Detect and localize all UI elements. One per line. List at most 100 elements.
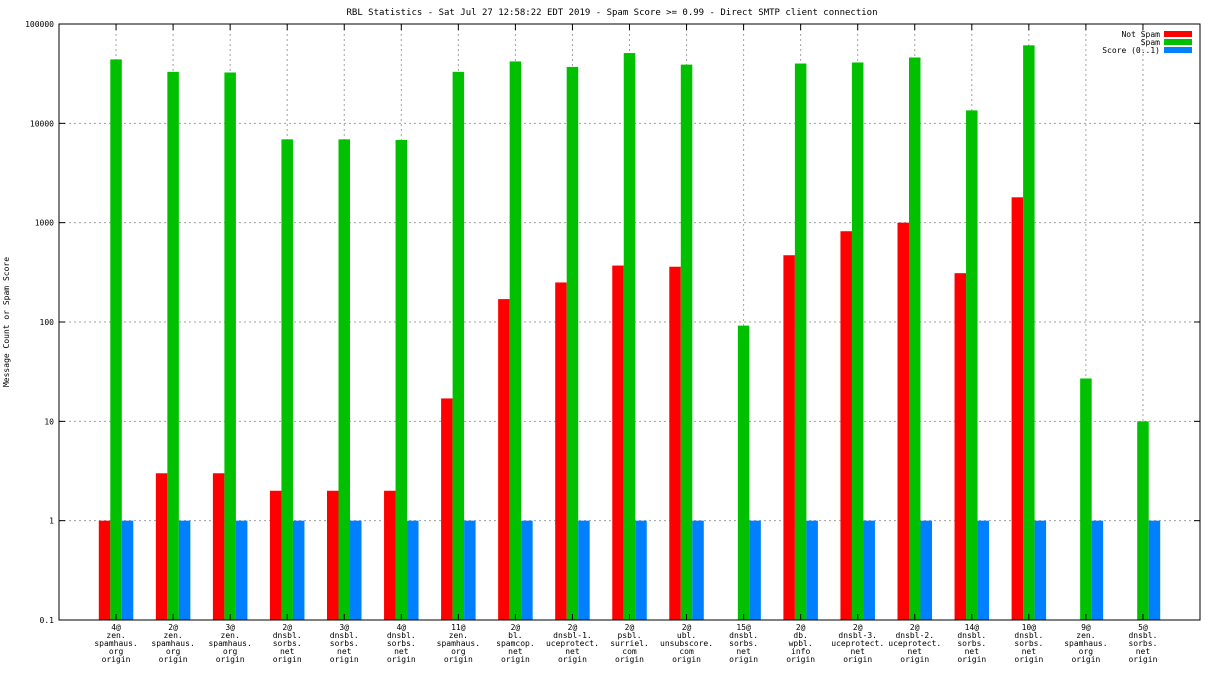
bar-score-0-1	[407, 520, 419, 620]
bar-spam	[909, 57, 921, 620]
legend-swatch	[1164, 31, 1192, 37]
bar-score-0-1	[464, 520, 476, 620]
x-tick-label: 10@	[1022, 623, 1037, 632]
bars	[98, 45, 1161, 621]
x-tick-label: origin	[843, 655, 872, 664]
x-tick-label: sorbs.	[729, 639, 758, 648]
x-tick-label: sorbs.	[387, 639, 416, 648]
y-tick-label: 10	[44, 417, 54, 426]
x-tick-label: 15@	[736, 623, 751, 632]
bar-spam	[338, 139, 350, 620]
x-tick-label: uceprotect.	[888, 639, 941, 648]
bar-not-spam	[384, 490, 396, 620]
x-tick-label: zen.	[106, 631, 125, 640]
bar-spam	[224, 72, 236, 620]
bar-spam	[1023, 45, 1035, 620]
x-tick-label: net	[337, 647, 352, 656]
y-tick-label: 1	[49, 517, 54, 526]
bar-not-spam	[1011, 197, 1024, 620]
x-tick-label: 2@	[282, 623, 292, 632]
x-tick-label: wpbl.	[789, 639, 813, 648]
bar-spam	[623, 53, 636, 620]
bar-spam	[452, 71, 465, 620]
x-tick-label: net	[736, 647, 751, 656]
bar-not-spam	[155, 473, 168, 620]
bar-score-0-1	[521, 520, 533, 620]
bar-score-0-1	[749, 520, 761, 620]
x-tick-label: origin	[1071, 655, 1100, 664]
bar-score-0-1	[806, 520, 818, 620]
x-tick-label: 2@	[682, 623, 692, 632]
x-tick-label: net	[1022, 647, 1037, 656]
x-tick-label: sorbs.	[330, 639, 359, 648]
x-tick-label: dnsbl.	[273, 631, 302, 640]
bar-spam	[281, 139, 293, 620]
legend-swatch	[1164, 39, 1192, 45]
bar-score-0-1	[178, 520, 191, 620]
bar-score-0-1	[863, 520, 875, 620]
x-tick-label: 9@	[1081, 623, 1091, 632]
x-tick-label: zen.	[449, 631, 468, 640]
legend-label: Not Spam	[1121, 30, 1160, 39]
x-tick-label: zen.	[163, 631, 182, 640]
x-tick-label: origin	[729, 655, 758, 664]
x-tick-label: spamhaus.	[208, 639, 251, 648]
x-tick-label: origin	[1128, 655, 1157, 664]
x-tick-label: origin	[273, 655, 302, 664]
x-tick-label: origin	[558, 655, 587, 664]
x-tick-label: 2@	[625, 623, 635, 632]
x-tick-label: com	[622, 647, 637, 656]
x-tick-label: dnsbl.	[387, 631, 416, 640]
legend-label: Spam	[1141, 38, 1160, 47]
x-tick-label: unsubscore.	[660, 639, 713, 648]
bar-spam	[395, 139, 408, 621]
bar-not-spam	[327, 490, 339, 620]
x-tick-label: 2@	[853, 623, 863, 632]
bar-spam	[566, 66, 579, 620]
bar-not-spam	[441, 398, 453, 620]
bar-not-spam	[98, 520, 111, 620]
x-tick-label: origin	[615, 655, 644, 664]
y-axis-label: Message Count or Spam Score	[2, 257, 11, 387]
bar-score-0-1	[1091, 520, 1104, 620]
y-tick-label: 10000	[30, 119, 54, 128]
bar-score-0-1	[292, 520, 305, 620]
bar-spam	[794, 63, 807, 621]
bar-spam	[851, 62, 864, 620]
bar-not-spam	[669, 266, 681, 620]
x-tick-label: uceprotect.	[831, 639, 884, 648]
x-tick-label: sorbs.	[1128, 639, 1157, 648]
bar-not-spam	[897, 222, 909, 620]
x-tick-label: 2@	[568, 623, 578, 632]
x-tick-label: sorbs.	[273, 639, 302, 648]
x-tick-label: org	[223, 647, 238, 656]
x-tick-label: sorbs.	[1014, 639, 1043, 648]
bar-spam	[680, 64, 693, 621]
bar-score-0-1	[1034, 520, 1047, 620]
y-tick-label: 1000	[35, 219, 54, 228]
bar-score-0-1	[350, 520, 362, 620]
x-tick-label: net	[850, 647, 865, 656]
bar-score-0-1	[121, 520, 134, 620]
y-tick-label: 0.1	[40, 616, 55, 625]
x-tick-label: dnsbl-2.	[895, 631, 934, 640]
x-tick-label: ubl.	[677, 631, 696, 640]
bar-score-0-1	[635, 520, 647, 620]
bar-spam	[509, 61, 522, 621]
x-tick-label: spamhaus.	[437, 639, 480, 648]
legend-label: Score (0..1)	[1102, 46, 1160, 55]
x-tick-label: net	[508, 647, 523, 656]
bar-spam	[110, 59, 122, 620]
bar-spam	[1137, 421, 1149, 620]
x-tick-label: zen.	[1076, 631, 1095, 640]
x-tick-label: origin	[786, 655, 815, 664]
x-tick-label: bl.	[508, 631, 522, 640]
x-tick-label: dnsbl-1.	[553, 631, 592, 640]
x-tick-label: 4@	[111, 623, 121, 632]
x-tick-label: com	[679, 647, 694, 656]
bar-not-spam	[840, 231, 852, 620]
bar-score-0-1	[578, 520, 590, 620]
bar-score-0-1	[977, 520, 990, 620]
x-tick-label: info	[791, 647, 810, 656]
